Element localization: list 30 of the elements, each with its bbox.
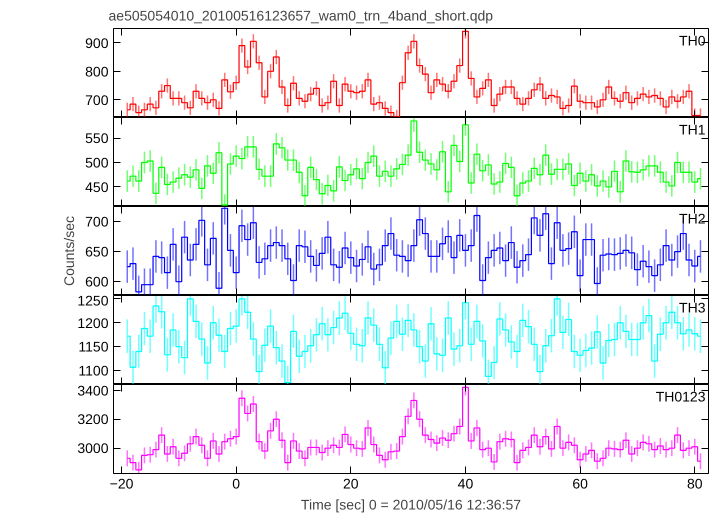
x-tick-label: 20 — [343, 476, 359, 492]
y-tick-label: 3000 — [77, 440, 109, 456]
y-tick-label: 900 — [85, 34, 109, 51]
y-tick-label: 700 — [85, 92, 109, 108]
y-tick-label: 3400 — [77, 382, 109, 398]
y-tick-label: 450 — [85, 178, 109, 195]
y-tick-label: 700 — [85, 214, 109, 230]
y-tick-label: 3200 — [77, 411, 109, 428]
y-tick-label: 800 — [85, 63, 109, 80]
x-tick-label: 0 — [232, 476, 240, 492]
y-tick-label: 600 — [85, 274, 109, 290]
series-label: TH3 — [679, 300, 706, 316]
series-label: TH1 — [679, 122, 706, 138]
y-axis-title: Counts/sec — [61, 216, 78, 286]
y-tick-label: 1200 — [77, 314, 109, 331]
y-tick-label: 1100 — [78, 362, 109, 379]
x-tick-label: 60 — [572, 476, 588, 492]
chart-title: ae505054010_20100516123657_wam0_trn_4band_short.qdp — [108, 8, 494, 24]
series-label: TH2 — [679, 210, 706, 226]
y-tick-label: 650 — [85, 244, 109, 260]
x-axis-title: Time [sec] 0 = 2010/05/16 12:36:57 — [300, 496, 522, 512]
x-tick-label: 80 — [686, 476, 703, 492]
x-tick-label: 40 — [458, 476, 474, 492]
text: TH0123 — [656, 388, 706, 404]
x-tick-label: −20 — [110, 476, 134, 492]
y-tick-label: 500 — [85, 154, 109, 170]
y-tick-label: 1150 — [78, 338, 109, 355]
text: TH0 — [679, 32, 706, 48]
y-tick-label: 1250 — [77, 292, 109, 308]
y-tick-label: 550 — [85, 130, 109, 146]
